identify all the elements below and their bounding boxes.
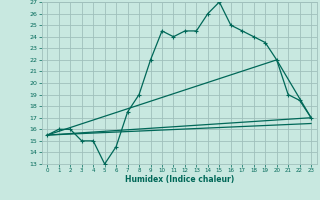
X-axis label: Humidex (Indice chaleur): Humidex (Indice chaleur) [124,175,234,184]
